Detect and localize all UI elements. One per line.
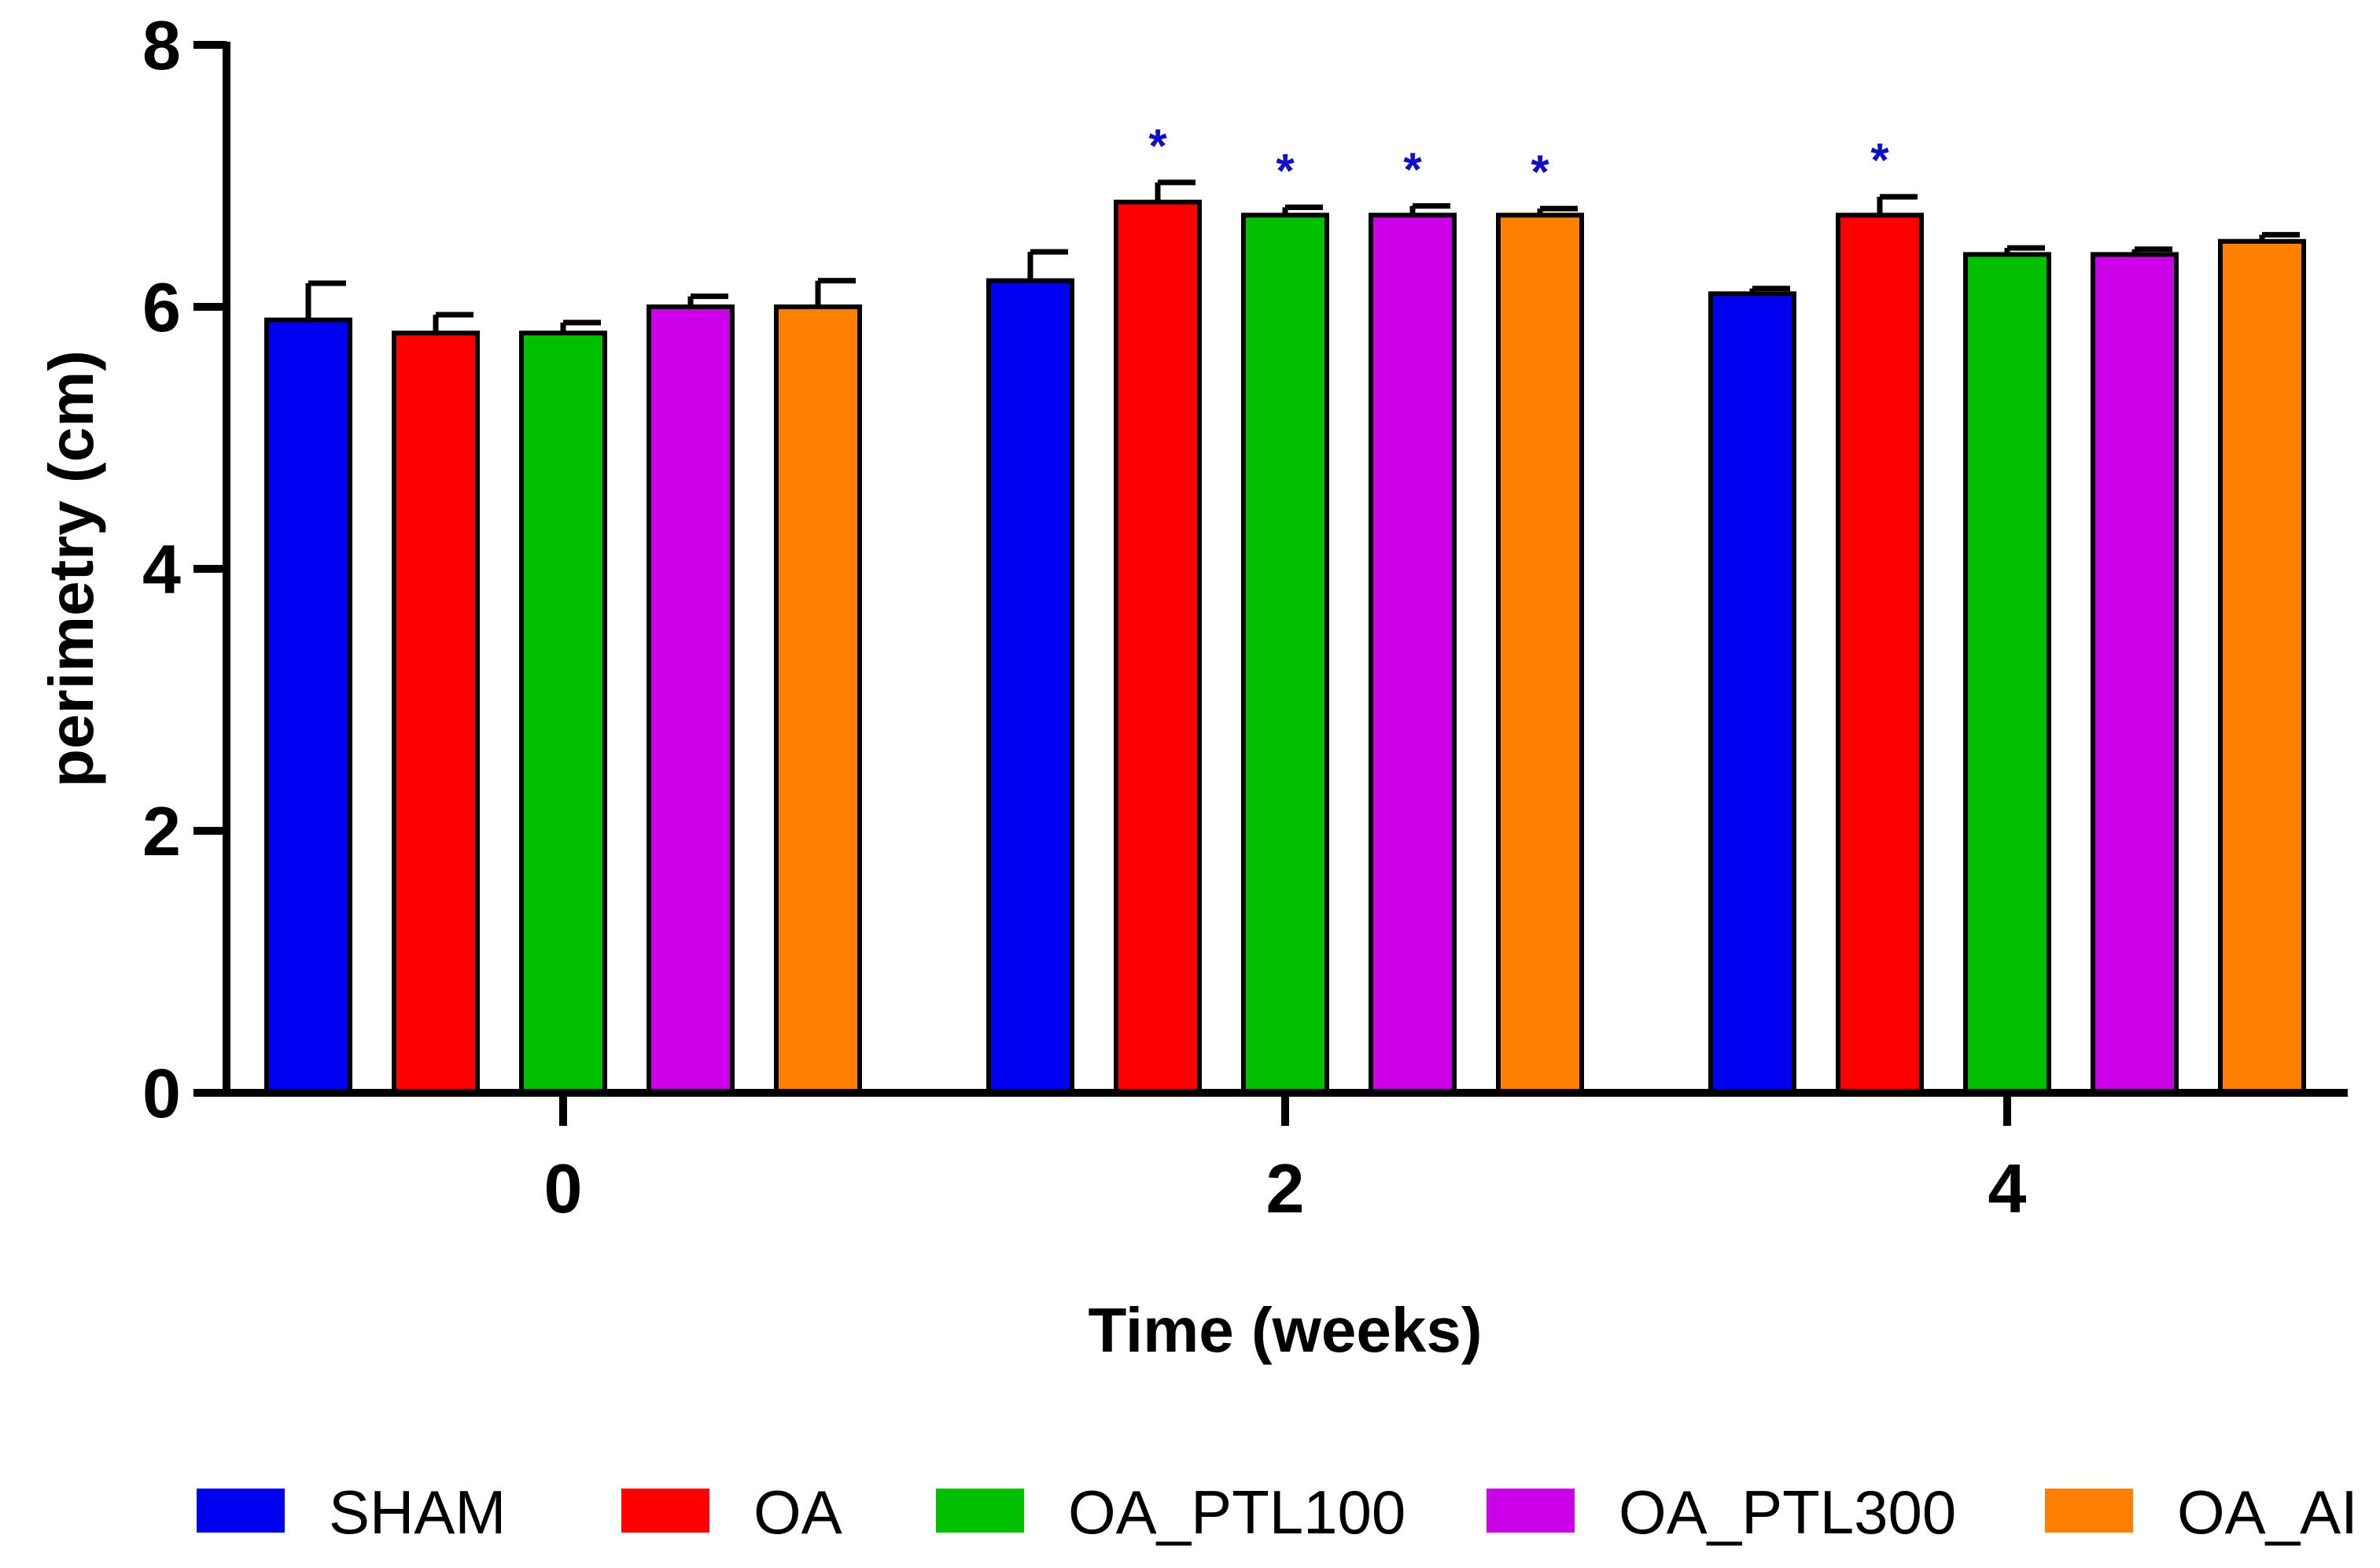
y-tick-label: 8: [142, 6, 181, 84]
significance-star: *: [1276, 144, 1295, 197]
legend-label-oa_ptl100: OA_PTL100: [1068, 1478, 1406, 1547]
legend-label-oa_ptl300: OA_PTL300: [1619, 1478, 1956, 1547]
y-tick-label: 4: [142, 530, 181, 608]
bar-oa-week-4: [1836, 212, 1924, 1096]
bar-oa_ptl300-week-4: [2091, 252, 2179, 1095]
legend-label-oa: OA: [753, 1478, 842, 1547]
significance-star: *: [1148, 120, 1167, 172]
significance-star: *: [1870, 134, 1889, 186]
bar-oa_ptl300-week-2: [1369, 212, 1457, 1096]
legend-swatch-oa: [621, 1489, 709, 1533]
x-tick-label: 0: [544, 1149, 583, 1227]
legend-swatch-oa_ptl100: [936, 1489, 1024, 1533]
legend-label-sham: SHAM: [329, 1478, 506, 1547]
bar-oa_ptl300-week-0: [647, 304, 735, 1095]
bar-sham-week-0: [264, 317, 352, 1095]
bar-oa-week-0: [392, 330, 480, 1095]
bar-oa_ai-week-0: [774, 304, 862, 1095]
y-axis-title: perimetry (cm): [36, 350, 106, 788]
bar-oa_ptl100-week-2: [1241, 212, 1329, 1096]
y-tick-label: 2: [142, 792, 181, 870]
y-tick-label: 0: [142, 1054, 181, 1132]
significance-star: *: [1531, 146, 1549, 198]
bar-oa-week-2: [1114, 199, 1202, 1095]
bar-oa_ptl100-week-0: [519, 330, 607, 1095]
legend-swatch-sham: [197, 1489, 285, 1533]
x-axis-title: Time (weeks): [1089, 1295, 1483, 1365]
bar-oa_ai-week-4: [2218, 238, 2306, 1095]
legend-swatch-oa_ai: [2045, 1489, 2133, 1533]
legend-label-oa_ai: OA_AI: [2177, 1478, 2358, 1547]
significance-star: *: [1403, 143, 1422, 196]
bar-sham-week-2: [986, 278, 1074, 1096]
bar-sham-week-4: [1708, 291, 1796, 1096]
y-tick-label: 6: [142, 268, 181, 346]
bar-oa_ai-week-2: [1496, 212, 1584, 1096]
bar-oa_ptl100-week-4: [1963, 252, 2051, 1095]
legend-swatch-oa_ptl300: [1487, 1489, 1575, 1533]
x-tick-label: 2: [1266, 1149, 1305, 1227]
x-tick-label: 4: [1988, 1149, 2027, 1227]
